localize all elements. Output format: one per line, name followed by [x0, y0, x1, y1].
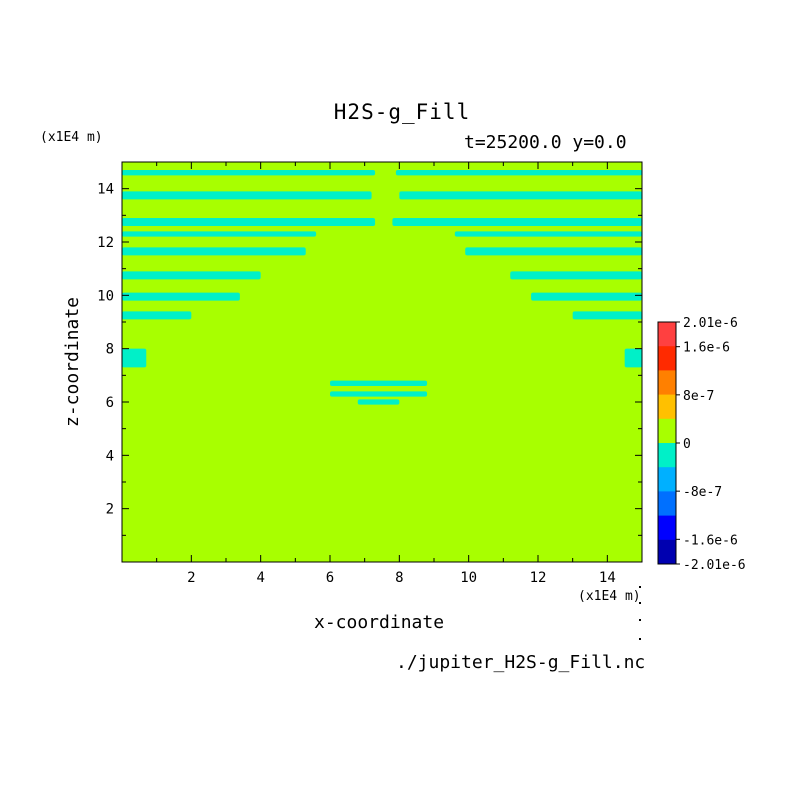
contour-band [330, 391, 428, 397]
colorbar-swatch [658, 346, 676, 371]
colorbar-tick-label: 1.6e-6 [683, 341, 730, 356]
x-tick-label: 2 [187, 570, 195, 586]
contour-band [392, 218, 642, 226]
colorbar-swatch [658, 418, 676, 444]
colorbar-swatch [658, 491, 676, 517]
y-tick-label: 10 [97, 288, 114, 304]
colorbar-swatch [658, 515, 676, 541]
x-tick-label: 6 [326, 570, 334, 586]
chart-subtitle: t=25200.0 y=0.0 [464, 132, 627, 153]
contour-band [572, 311, 642, 320]
contour-band [122, 247, 306, 256]
x-tick-label: 10 [460, 570, 477, 586]
x-tick-label: 14 [599, 570, 616, 586]
contour-band [122, 292, 240, 301]
source-filename: ./jupiter_H2S-g_Fill.nc [396, 652, 646, 673]
marker-dot [639, 638, 641, 640]
x-tick-label: 8 [395, 570, 403, 586]
colorbar-tick-label: -2.01e-6 [683, 558, 746, 573]
colorbar-swatch [658, 467, 676, 492]
x-axis-unit: (x1E4 m) [578, 589, 641, 604]
contour-band [330, 380, 428, 386]
colorbar-tick-label: -8e-7 [683, 485, 722, 500]
marker-dot [639, 619, 641, 621]
colorbar-tick-label: 2.01e-6 [683, 316, 738, 331]
contour-band [357, 399, 400, 405]
x-axis-label: x-coordinate [314, 612, 445, 633]
colorbar-swatch [658, 539, 676, 565]
contour-band [122, 170, 376, 176]
colorbar-swatch [658, 322, 676, 347]
y-tick-label: 4 [106, 448, 114, 464]
colorbar: 2.01e-6 1.6e-6 8e-7 0 -8e-7 -1.6e-6 -2.01e-6 [657, 316, 746, 573]
contour-band [399, 191, 642, 200]
y-tick-label: 8 [106, 342, 114, 358]
colorbar-swatch [658, 443, 676, 468]
y-axis-unit: (x1E4 m) [40, 130, 103, 145]
contour-band [465, 247, 642, 256]
x-tick-label: 12 [530, 570, 547, 586]
colorbar-swatch [658, 394, 676, 420]
contour-band [531, 292, 642, 301]
field-background [122, 162, 642, 562]
plot-frame [121, 161, 643, 563]
contour-band [122, 348, 147, 368]
contour-band [395, 170, 642, 176]
contour-band [624, 348, 642, 368]
chart-title: H2S-g_Fill [333, 100, 471, 124]
colorbar-tick-label: -1.6e-6 [683, 533, 738, 548]
y-tick-label: 6 [106, 395, 114, 411]
y-tick-label: 2 [106, 502, 114, 518]
contour-band [122, 311, 192, 320]
contour-band [454, 231, 642, 237]
marker-dot [639, 602, 641, 604]
colorbar-tick-label: 0 [683, 437, 691, 452]
contour-band [122, 218, 376, 226]
contour-band [122, 231, 317, 237]
contour-band [122, 191, 372, 200]
axes: 2 4 6 8 10 12 14 2 4 6 8 10 12 14 [97, 161, 643, 586]
colorbar-swatch [658, 370, 676, 396]
x-tick-label: 4 [256, 570, 264, 586]
contour-band [510, 271, 642, 280]
y-tick-label: 12 [97, 235, 114, 251]
y-tick-label: 14 [97, 182, 114, 198]
contour-band [122, 271, 261, 280]
plot-area [122, 162, 642, 562]
colorbar-tick-label: 8e-7 [683, 389, 714, 404]
marker-dot [639, 586, 641, 588]
